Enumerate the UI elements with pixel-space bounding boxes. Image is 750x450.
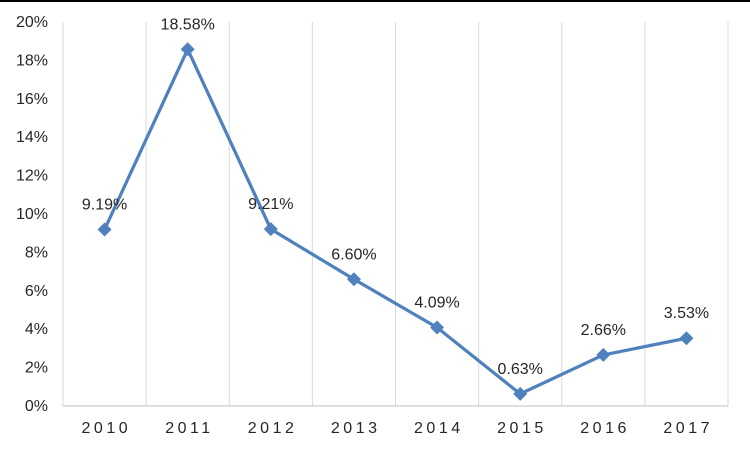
- data-point-marker: [180, 42, 195, 57]
- y-tick-label: 14%: [16, 129, 48, 146]
- y-tick-label: 16%: [16, 91, 48, 108]
- x-tick-label: 2012: [248, 420, 298, 437]
- x-tick-label: 2017: [663, 420, 713, 437]
- x-tick-label: 2010: [82, 420, 132, 437]
- data-label: 2.66%: [581, 322, 626, 339]
- data-label: 3.53%: [664, 305, 709, 322]
- line-series: [102, 47, 689, 396]
- data-label: 4.09%: [414, 294, 459, 311]
- data-point-marker: [596, 347, 611, 362]
- y-tick-label: 4%: [25, 321, 48, 338]
- data-point-marker: [679, 331, 694, 346]
- y-tick-label: 0%: [25, 398, 48, 415]
- data-point-marker: [430, 320, 445, 335]
- x-tick-label: 2015: [497, 420, 547, 437]
- y-tick-label: 10%: [16, 206, 48, 223]
- y-tick-label: 12%: [16, 168, 48, 185]
- y-tick-label: 18%: [16, 52, 48, 69]
- y-tick-label: 2%: [25, 360, 48, 377]
- data-point-marker: [263, 222, 278, 237]
- data-label: 18.58%: [161, 16, 215, 33]
- y-tick-label: 6%: [25, 283, 48, 300]
- data-label: 9.19%: [82, 197, 127, 214]
- y-tick-label: 20%: [16, 14, 48, 31]
- data-point-marker: [346, 272, 361, 287]
- data-point-marker: [513, 386, 528, 401]
- data-label: 6.60%: [331, 246, 376, 263]
- x-tick-label: 2011: [165, 420, 213, 437]
- x-tick-label: 2016: [580, 420, 630, 437]
- x-tick-label: 2013: [331, 420, 381, 437]
- window-top-border: [0, 0, 750, 2]
- y-tick-label: 8%: [25, 244, 48, 261]
- data-label: 9.21%: [248, 196, 293, 213]
- data-label: 0.63%: [498, 361, 543, 378]
- x-tick-label: 2014: [414, 420, 464, 437]
- data-point-marker: [97, 222, 112, 237]
